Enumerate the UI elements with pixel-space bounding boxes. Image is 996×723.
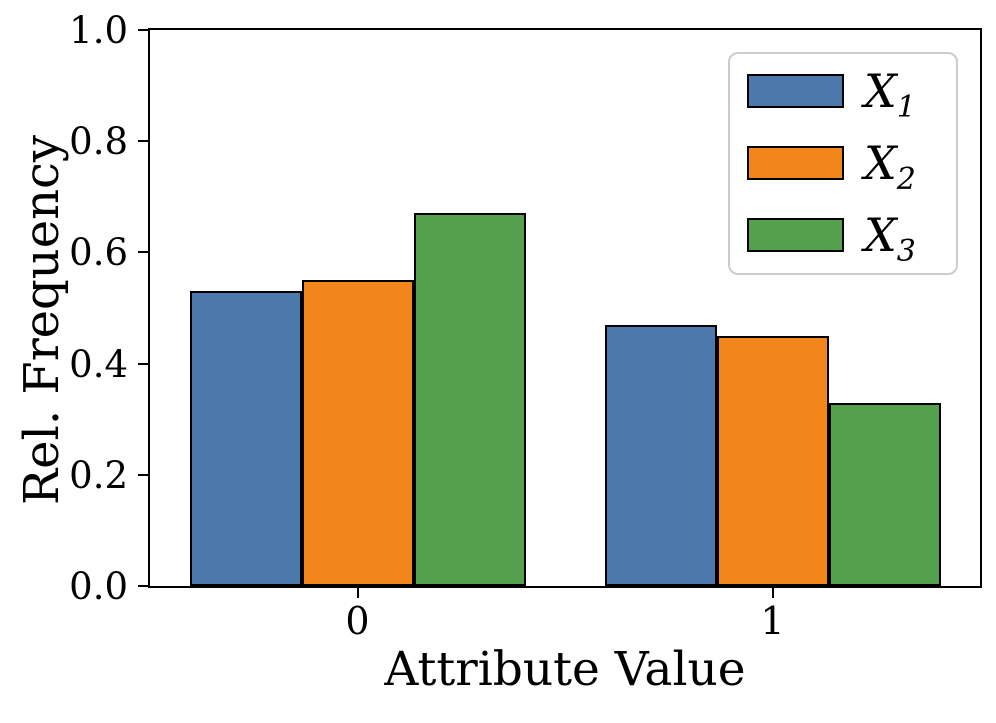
bar-series2-group1 bbox=[716, 335, 829, 586]
y-tick-label-0.0: 0.0 bbox=[69, 565, 128, 608]
x-tick-mark-1 bbox=[771, 588, 774, 598]
y-tick-mark-0.6 bbox=[138, 251, 148, 254]
legend-item-2: X2 bbox=[747, 140, 956, 195]
y-tick-label-1.0: 1.0 bbox=[69, 9, 128, 52]
y-tick-label-0.8: 0.8 bbox=[69, 120, 128, 164]
legend-item-3: X3 bbox=[747, 212, 956, 267]
x-tick-label-0: 0 bbox=[345, 599, 370, 643]
y-tick-label-0.4: 0.4 bbox=[69, 342, 128, 386]
legend-label-subscript: 3 bbox=[896, 234, 916, 269]
legend-item-1: X1 bbox=[747, 68, 956, 123]
y-tick-mark-0.0 bbox=[138, 585, 148, 587]
legend-swatch-3 bbox=[747, 218, 844, 252]
legend: X1 X2 X3 bbox=[728, 52, 958, 275]
bar-series3-group0 bbox=[413, 213, 526, 586]
legend-label-subscript: 1 bbox=[896, 90, 916, 125]
legend-swatch-2 bbox=[747, 146, 844, 180]
y-tick-mark-1.0 bbox=[138, 29, 148, 31]
legend-label-3: X3 bbox=[864, 212, 916, 267]
x-tick-label-1: 1 bbox=[760, 599, 785, 643]
y-axis-label: Rel. Frequency bbox=[14, 134, 70, 506]
legend-label-1: X1 bbox=[864, 68, 916, 123]
plot-area: X1 X2 X3 bbox=[148, 28, 982, 588]
y-tick-mark-0.2 bbox=[138, 473, 148, 476]
bar-series1-group0 bbox=[189, 291, 302, 586]
legend-label-2: X2 bbox=[864, 140, 916, 195]
y-tick-mark-0.4 bbox=[138, 362, 148, 365]
legend-label-base: X bbox=[864, 136, 897, 190]
legend-label-base: X bbox=[864, 208, 897, 262]
x-tick-mark-0 bbox=[356, 588, 359, 598]
legend-label-subscript: 2 bbox=[896, 162, 916, 197]
y-tick-mark-0.8 bbox=[138, 140, 148, 143]
bar-series2-group0 bbox=[301, 280, 414, 586]
bar-series3-group1 bbox=[828, 402, 941, 586]
legend-label-base: X bbox=[864, 64, 897, 118]
bar-series1-group1 bbox=[604, 324, 717, 586]
legend-swatch-1 bbox=[747, 74, 844, 108]
y-tick-label-0.2: 0.2 bbox=[69, 453, 128, 497]
x-axis-label: Attribute Value bbox=[384, 642, 746, 697]
y-tick-label-0.6: 0.6 bbox=[69, 231, 128, 275]
